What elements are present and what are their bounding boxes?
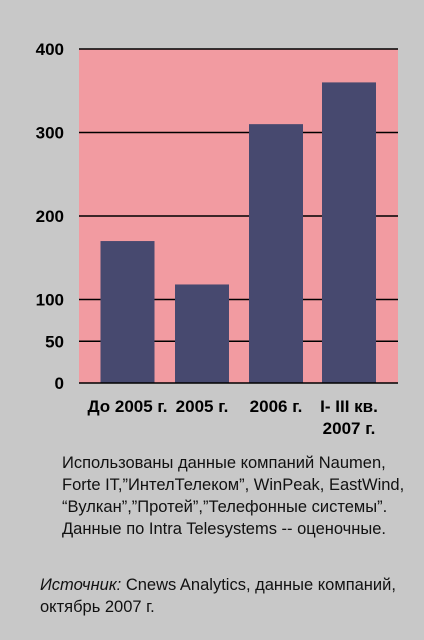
bar [100, 241, 155, 383]
bar [175, 284, 229, 383]
bar [249, 124, 303, 384]
y-tick-label: 300 [36, 124, 64, 143]
y-tick-label: 100 [36, 291, 64, 310]
x-tick-label: 2005 г. [176, 397, 229, 416]
source-label: Источник: [40, 576, 122, 594]
x-tick-label: 2006 г. [250, 397, 303, 416]
chart-note: Использованы данные компаний Naumen, For… [62, 454, 405, 538]
bar-chart: 0 50 100 200 300 400 До 2005 г. 2005 г. 2006 г.… [36, 40, 398, 438]
bar [322, 82, 376, 384]
source-caption: Источник: Cnews Analytics, данные компан… [40, 574, 420, 618]
x-tick-label: До 2005 г. [87, 397, 167, 416]
source-text: Cnews Analytics, данные компаний, октябр… [40, 576, 396, 616]
x-tick-label: I- III кв. 2007 г. [320, 397, 378, 438]
y-tick-label: 0 [55, 374, 64, 393]
y-tick-label: 50 [45, 332, 64, 351]
y-tick-label: 200 [36, 207, 64, 226]
y-tick-label: 400 [36, 40, 64, 59]
